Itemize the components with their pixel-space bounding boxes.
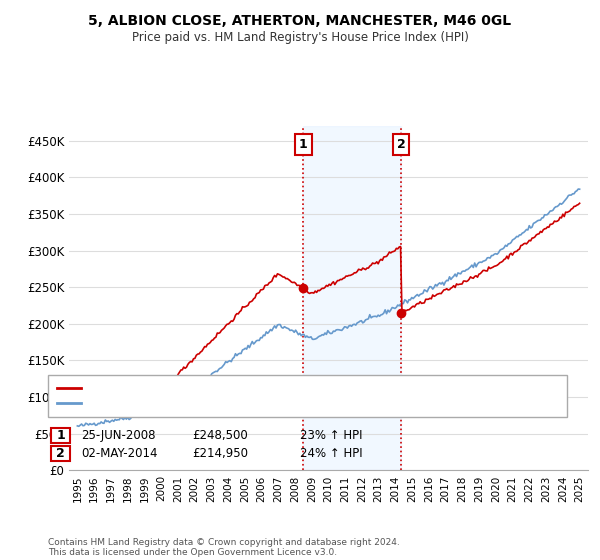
Text: Contains HM Land Registry data © Crown copyright and database right 2024.
This d: Contains HM Land Registry data © Crown c… bbox=[48, 538, 400, 557]
Text: HPI: Average price, detached house, Wigan: HPI: Average price, detached house, Wiga… bbox=[84, 398, 310, 408]
Text: 5, ALBION CLOSE, ATHERTON, MANCHESTER, M46 0GL: 5, ALBION CLOSE, ATHERTON, MANCHESTER, M… bbox=[88, 14, 512, 28]
Text: £248,500: £248,500 bbox=[192, 429, 248, 442]
Text: 24% ↑ HPI: 24% ↑ HPI bbox=[300, 447, 362, 460]
Text: Price paid vs. HM Land Registry's House Price Index (HPI): Price paid vs. HM Land Registry's House … bbox=[131, 31, 469, 44]
Bar bbox=[304, 126, 401, 470]
Text: 1: 1 bbox=[56, 429, 65, 442]
Text: 2: 2 bbox=[397, 138, 406, 151]
Text: 02-MAY-2014: 02-MAY-2014 bbox=[81, 447, 157, 460]
Text: 1: 1 bbox=[299, 138, 308, 151]
Text: 5, ALBION CLOSE, ATHERTON, MANCHESTER, M46 0GL (detached house): 5, ALBION CLOSE, ATHERTON, MANCHESTER, M… bbox=[84, 382, 461, 393]
Text: £214,950: £214,950 bbox=[192, 447, 248, 460]
Text: 23% ↑ HPI: 23% ↑ HPI bbox=[300, 429, 362, 442]
Text: 25-JUN-2008: 25-JUN-2008 bbox=[81, 429, 155, 442]
Text: 2: 2 bbox=[56, 447, 65, 460]
